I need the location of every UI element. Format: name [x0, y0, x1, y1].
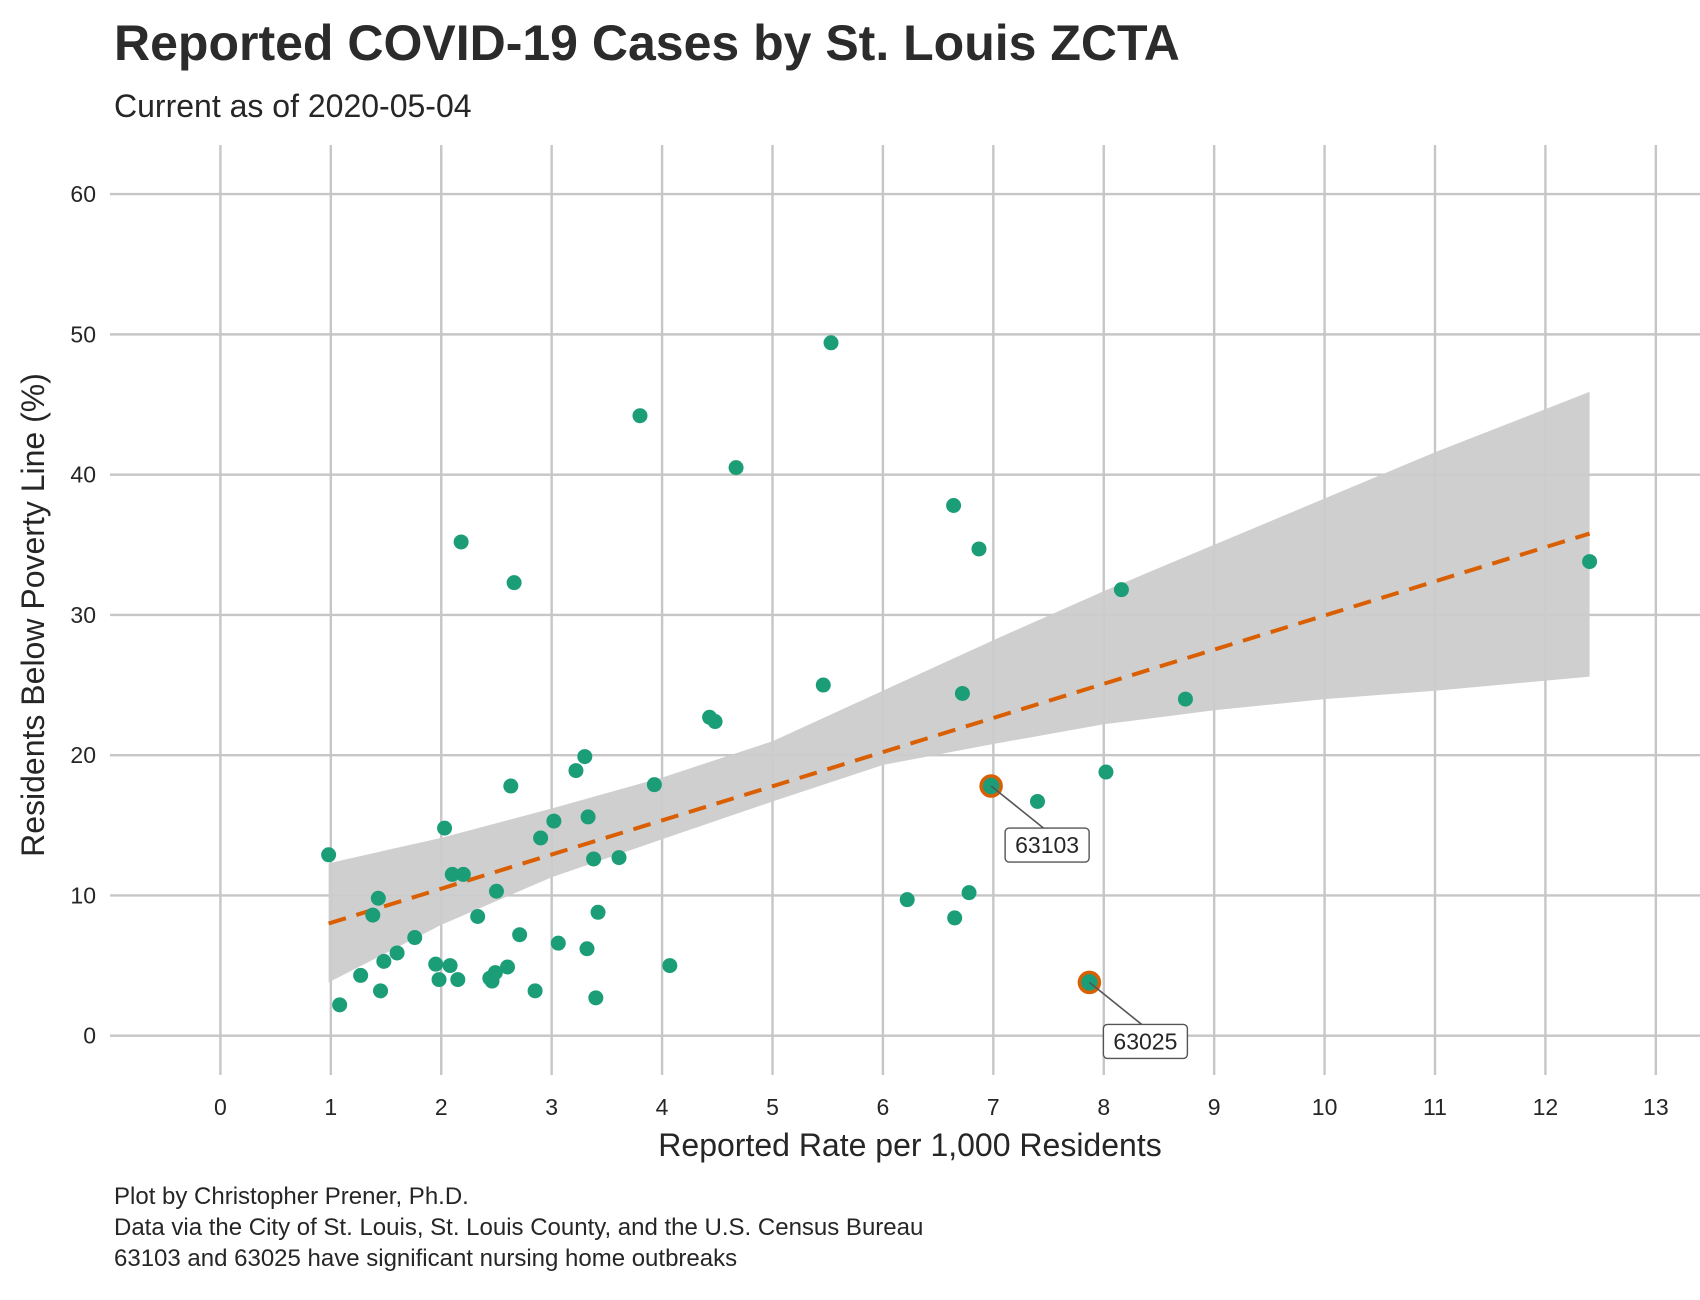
chart-title: Reported COVID-19 Cases by St. Louis ZCT…	[114, 15, 1180, 71]
data-point	[389, 945, 405, 961]
data-point	[365, 907, 381, 923]
callout-label: 63103	[1015, 832, 1079, 858]
y-tick-label: 50	[70, 321, 96, 347]
data-point	[407, 930, 423, 946]
data-point	[954, 685, 970, 701]
x-tick-label: 2	[435, 1094, 448, 1120]
x-tick-label: 9	[1208, 1094, 1221, 1120]
callout-label: 63025	[1113, 1028, 1177, 1054]
data-point	[823, 335, 839, 351]
data-point	[580, 809, 596, 825]
y-tick-label: 20	[70, 742, 96, 768]
data-point	[442, 958, 458, 974]
x-tick-label: 6	[877, 1094, 890, 1120]
data-point	[444, 866, 460, 882]
data-point	[707, 714, 723, 730]
data-point	[470, 908, 486, 924]
data-point	[506, 575, 522, 591]
x-tick-label: 7	[987, 1094, 1000, 1120]
y-tick-label: 0	[83, 1023, 96, 1049]
data-point	[370, 890, 386, 906]
x-tick-label: 5	[766, 1094, 779, 1120]
data-point	[487, 965, 503, 981]
data-point	[450, 972, 466, 988]
trend-line-layer	[328, 531, 1591, 926]
data-point	[947, 910, 963, 926]
data-point	[353, 967, 369, 983]
callout-labels: 63103 63025	[990, 785, 1189, 1060]
data-point	[646, 777, 662, 793]
x-tick-label: 1	[324, 1094, 337, 1120]
x-tick-label: 12	[1533, 1094, 1559, 1120]
callout-box	[1004, 827, 1090, 863]
caption-credit: Plot by Christopher Prener, Ph.D.	[114, 1183, 469, 1210]
data-point	[321, 847, 337, 863]
chart-subtitle: Current as of 2020-05-04	[114, 88, 472, 124]
data-point	[453, 534, 469, 550]
x-tick-label: 8	[1097, 1094, 1110, 1120]
caption-note: 63103 and 63025 have significant nursing…	[114, 1245, 738, 1272]
data-point	[961, 885, 977, 901]
data-point	[946, 497, 962, 513]
caption-source: Data via the City of St. Louis, St. Loui…	[114, 1214, 924, 1241]
x-axis-title: Reported Rate per 1,000 Residents	[658, 1127, 1161, 1163]
data-point	[376, 953, 392, 969]
data-point	[611, 850, 627, 866]
data-point	[428, 956, 444, 972]
data-points	[321, 335, 1598, 1013]
data-point	[527, 983, 543, 999]
data-point	[550, 935, 566, 951]
data-point	[546, 813, 562, 829]
y-tick-label: 30	[70, 602, 96, 628]
x-tick-label: 13	[1643, 1094, 1669, 1120]
callout-leader	[990, 785, 1048, 832]
y-tick-label: 40	[70, 462, 96, 488]
data-point	[455, 866, 471, 882]
data-point	[815, 677, 831, 693]
data-point	[437, 820, 453, 836]
data-point	[590, 904, 606, 920]
data-point	[488, 883, 504, 899]
data-point	[431, 972, 447, 988]
callout-leader	[1088, 981, 1146, 1029]
data-point	[586, 851, 602, 867]
x-tick-label: 0	[214, 1094, 227, 1120]
callout-box	[1102, 1023, 1189, 1060]
data-point	[568, 763, 584, 779]
data-point	[533, 830, 549, 846]
y-tick-label: 60	[70, 181, 96, 207]
data-point	[588, 990, 604, 1006]
trend-line	[328, 531, 1591, 926]
y-tick-label: 10	[70, 882, 96, 908]
data-point	[728, 460, 744, 476]
data-point	[1030, 793, 1045, 809]
data-point	[512, 927, 528, 943]
data-point	[577, 749, 593, 765]
data-point	[899, 892, 915, 908]
data-point	[1582, 554, 1598, 570]
data-point	[662, 958, 678, 974]
x-tick-label: 10	[1312, 1094, 1338, 1120]
data-point	[971, 541, 987, 557]
x-tick-label: 3	[545, 1094, 558, 1120]
y-axis-title: Residents Below Poverty Line (%)	[15, 373, 51, 857]
data-point	[579, 941, 595, 957]
data-point	[1098, 764, 1114, 780]
data-point	[632, 408, 648, 424]
data-point	[503, 778, 519, 794]
data-point	[1177, 691, 1193, 707]
data-point	[500, 959, 515, 975]
data-point	[373, 983, 389, 999]
x-tick-label: 11	[1423, 1094, 1447, 1120]
x-tick-label: 4	[656, 1094, 669, 1120]
data-point	[332, 997, 348, 1013]
data-point	[1113, 582, 1129, 598]
